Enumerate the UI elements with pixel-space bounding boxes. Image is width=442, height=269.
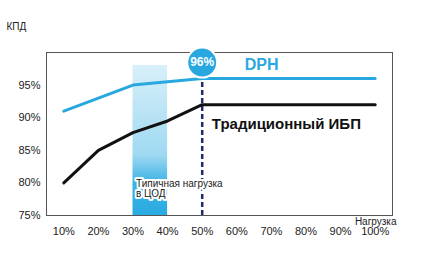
svg-text:80%: 80% bbox=[18, 176, 40, 188]
svg-text:Нагрузка: Нагрузка bbox=[355, 216, 397, 227]
svg-text:95%: 95% bbox=[18, 79, 40, 91]
svg-text:60%: 60% bbox=[226, 225, 248, 237]
svg-text:70%: 70% bbox=[260, 225, 282, 237]
svg-text:КПД: КПД bbox=[7, 21, 27, 32]
svg-text:80%: 80% bbox=[295, 225, 317, 237]
svg-text:Типичная нагрузкав ЦОД: Типичная нагрузкав ЦОД bbox=[136, 178, 223, 199]
svg-text:75%: 75% bbox=[18, 209, 40, 221]
svg-text:90%: 90% bbox=[330, 225, 352, 237]
svg-text:40%: 40% bbox=[157, 225, 179, 237]
svg-text:Традиционный ИБП: Традиционный ИБП bbox=[212, 115, 361, 132]
svg-text:50%: 50% bbox=[191, 225, 213, 237]
svg-text:30%: 30% bbox=[122, 225, 144, 237]
svg-text:10%: 10% bbox=[53, 225, 75, 237]
svg-text:DPH: DPH bbox=[245, 56, 279, 73]
svg-text:90%: 90% bbox=[18, 111, 40, 123]
svg-text:96%: 96% bbox=[190, 55, 214, 69]
svg-text:20%: 20% bbox=[87, 225, 109, 237]
svg-text:100%: 100% bbox=[361, 225, 389, 237]
svg-text:85%: 85% bbox=[18, 144, 40, 156]
